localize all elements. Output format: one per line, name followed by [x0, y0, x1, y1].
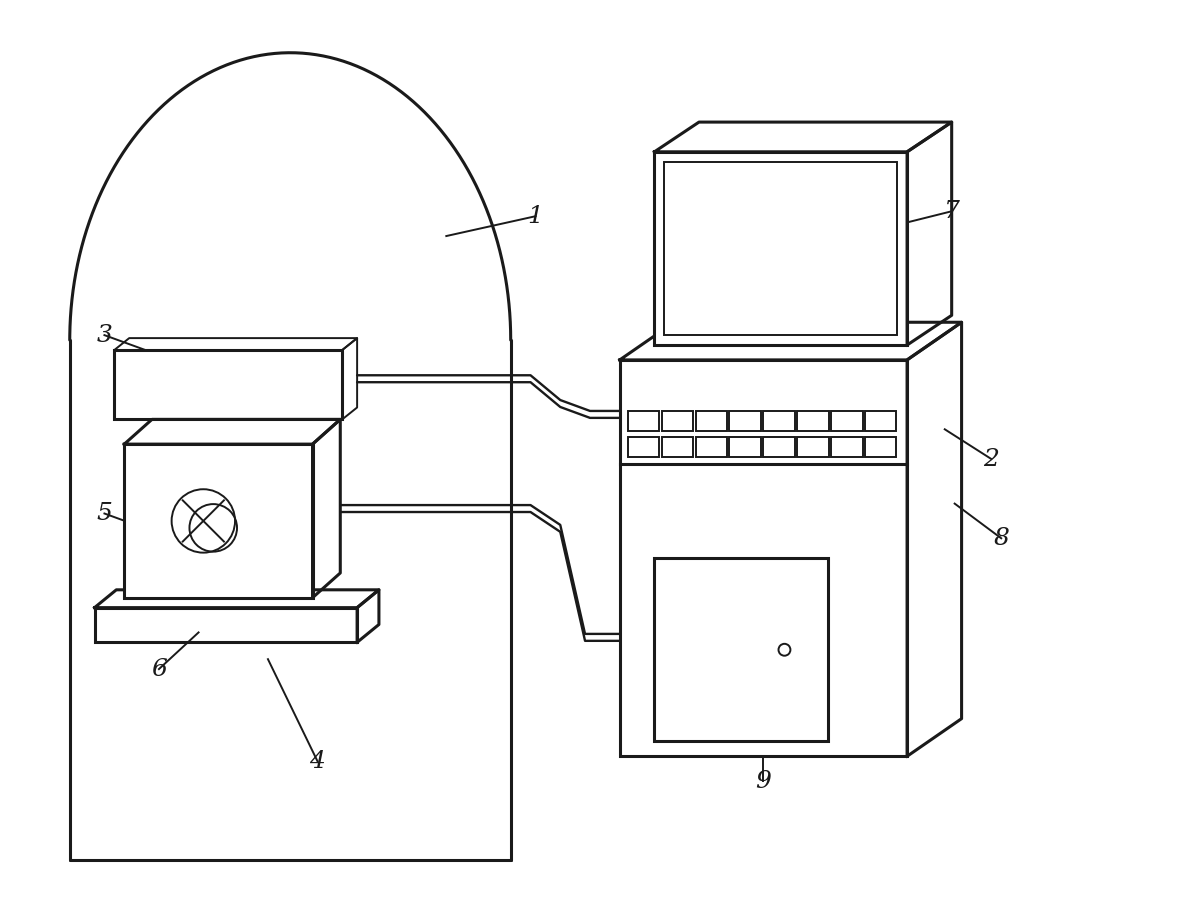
Text: 1: 1	[528, 205, 543, 228]
Text: 2: 2	[984, 448, 999, 471]
Bar	[865, 437, 896, 457]
Text: 5: 5	[97, 502, 112, 525]
Bar	[124, 444, 312, 597]
Bar	[763, 437, 795, 457]
Bar	[662, 412, 693, 431]
Bar	[655, 558, 828, 742]
Text: 7: 7	[944, 199, 960, 222]
Text: 3: 3	[97, 323, 112, 346]
Bar	[628, 437, 659, 457]
Bar	[763, 412, 795, 431]
Text: 8: 8	[993, 527, 1010, 550]
Bar	[832, 437, 862, 457]
Bar	[729, 412, 761, 431]
Bar	[798, 437, 828, 457]
Bar	[865, 412, 896, 431]
Text: 4: 4	[310, 750, 325, 773]
Bar	[662, 437, 693, 457]
Bar	[620, 360, 907, 756]
Text: 9: 9	[755, 769, 772, 792]
Bar	[655, 152, 907, 345]
Bar	[798, 412, 828, 431]
Bar	[832, 412, 862, 431]
Bar	[695, 412, 727, 431]
Bar	[664, 162, 898, 335]
Text: 6: 6	[151, 658, 167, 681]
Bar	[729, 437, 761, 457]
Bar	[114, 350, 343, 419]
Bar	[94, 607, 357, 642]
Bar	[695, 437, 727, 457]
Bar	[628, 412, 659, 431]
